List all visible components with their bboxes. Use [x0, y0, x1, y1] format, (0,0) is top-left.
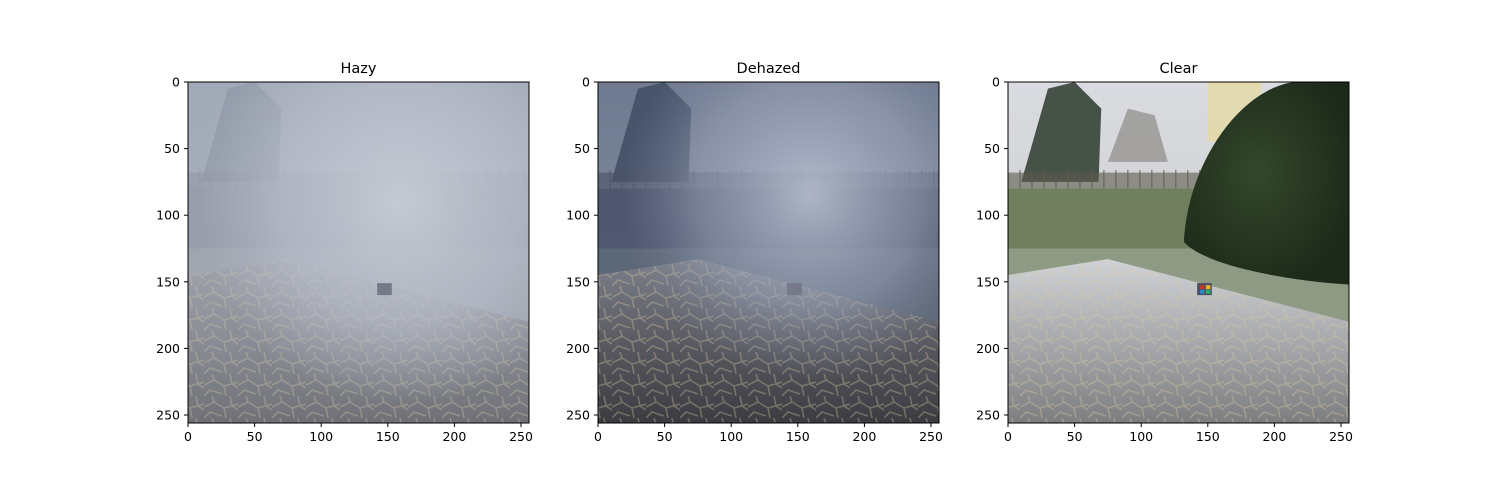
y-tick-label: 200	[976, 341, 1000, 356]
x-tick-label: 150	[786, 429, 810, 444]
y-tick-label: 0	[172, 75, 180, 90]
axes-frame	[597, 81, 940, 424]
x-tick-label: 150	[376, 429, 400, 444]
y-tick-label: 250	[566, 408, 590, 423]
panel-title: Dehazed	[737, 61, 801, 77]
x-tick-label: 50	[1067, 429, 1083, 444]
x-tick-label: 0	[1004, 429, 1012, 444]
x-tick-label: 250	[919, 429, 943, 444]
y-tick-label: 150	[156, 274, 180, 289]
x-tick-label: 200	[852, 429, 876, 444]
x-tick-label: 200	[442, 429, 466, 444]
x-tick-label: 0	[594, 429, 602, 444]
y-tick-label: 250	[156, 408, 180, 423]
x-tick-label: 50	[247, 429, 263, 444]
x-tick-label: 250	[1329, 429, 1353, 444]
y-tick-label: 50	[574, 141, 590, 156]
x-tick-label: 150	[1196, 429, 1220, 444]
x-tick-label: 100	[309, 429, 333, 444]
panel-hazy: Hazy 0 50 100 150 200 250 0 50 100 150 200 250	[156, 61, 533, 444]
x-tick-label: 50	[657, 429, 673, 444]
panel-title: Clear	[1160, 61, 1198, 77]
color-checker-card	[377, 283, 392, 296]
x-tick-label: 100	[719, 429, 743, 444]
y-tick-label: 100	[566, 208, 590, 223]
topiary-bush	[1183, 82, 1349, 285]
y-tick-label: 100	[976, 208, 1000, 223]
y-tick-label: 0	[582, 75, 590, 90]
color-swatch	[1205, 289, 1211, 294]
x-tick-label: 200	[1262, 429, 1286, 444]
panel-title: Hazy	[341, 61, 377, 77]
panel-image-clear	[1008, 82, 1349, 423]
color-swatch	[1199, 289, 1205, 294]
panel-dehazed: Dehazed 0 50 100 150 200 250 0 50 100 150 200 250	[566, 61, 943, 444]
fog-overlay	[188, 82, 529, 423]
color-swatch	[1205, 285, 1211, 290]
y-tick-label: 250	[976, 408, 1000, 423]
color-swatch	[1199, 285, 1205, 290]
fog-overlay	[598, 82, 939, 423]
x-tick-label: 100	[1129, 429, 1153, 444]
panel-clear: Clear 0 50 100 150 200 250 0 50 100 150 200 250	[976, 61, 1353, 444]
stone-pattern	[1008, 259, 1349, 423]
axes-frame	[187, 81, 530, 424]
axes-frame	[1007, 81, 1350, 424]
y-tick-label: 50	[164, 141, 180, 156]
tree-left	[1021, 82, 1102, 182]
y-tick-label: 200	[566, 341, 590, 356]
y-tick-label: 0	[992, 75, 1000, 90]
y-tick-label: 150	[976, 274, 1000, 289]
x-tick-label: 0	[184, 429, 192, 444]
tree-mid	[1107, 108, 1168, 162]
x-tick-label: 250	[509, 429, 533, 444]
y-tick-label: 50	[984, 141, 1000, 156]
y-tick-label: 100	[156, 208, 180, 223]
panel-image-dehazed	[598, 82, 939, 423]
y-tick-label: 200	[156, 341, 180, 356]
color-checker-card	[787, 283, 802, 296]
panel-image-hazy	[188, 82, 529, 423]
y-tick-label: 150	[566, 274, 590, 289]
